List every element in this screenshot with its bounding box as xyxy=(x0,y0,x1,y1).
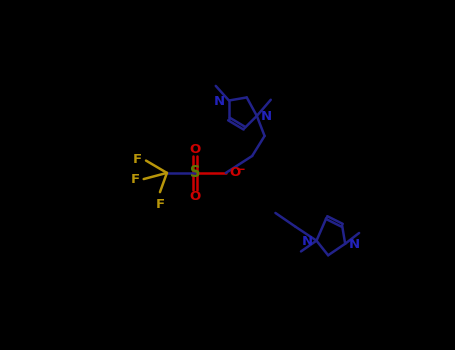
Text: F: F xyxy=(133,153,142,166)
Text: N: N xyxy=(302,235,313,248)
Text: F: F xyxy=(156,197,165,211)
Text: F: F xyxy=(131,173,140,186)
Text: O: O xyxy=(189,143,201,156)
Text: S: S xyxy=(190,166,200,180)
Text: N: N xyxy=(214,95,225,108)
Text: N: N xyxy=(349,238,360,251)
Text: O: O xyxy=(189,189,201,203)
Text: O: O xyxy=(229,166,240,180)
Text: −: − xyxy=(236,162,246,176)
Text: N: N xyxy=(261,110,272,123)
